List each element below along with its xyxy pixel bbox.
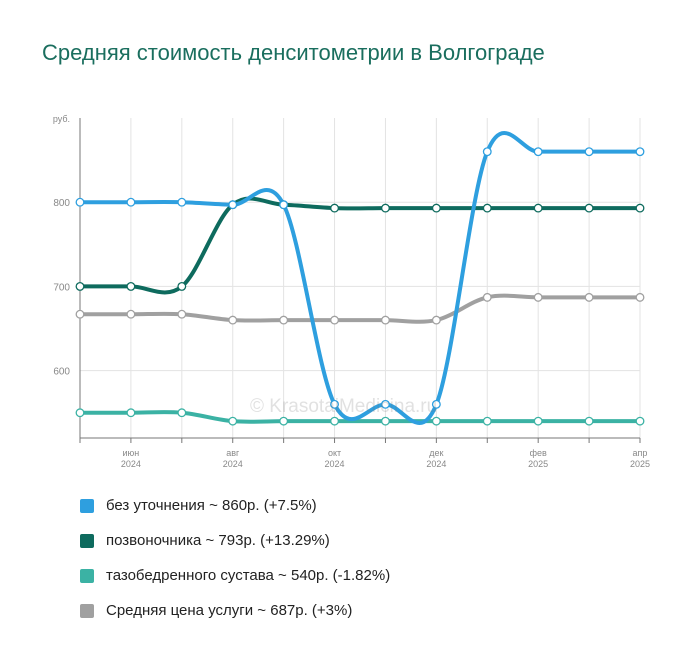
series-lines (78, 131, 642, 425)
series-line-1 (78, 196, 642, 295)
data-point-0 (330, 399, 339, 409)
data-point-2 (330, 416, 339, 426)
x-tick-label: авг 2024 (223, 448, 243, 469)
data-point-3 (431, 315, 441, 325)
legend-item-3[interactable]: Средняя цена услуги ~ 687р. (+3%) (80, 593, 390, 628)
legend-label: тазобедренного сустава ~ 540р. (-1.82%) (106, 567, 391, 584)
legend: без уточнения ~ 860р. (+7.5%) позвоночни… (80, 488, 390, 628)
legend-swatch (80, 603, 94, 618)
series-line-3 (78, 293, 642, 324)
legend-item-2[interactable]: тазобедренного сустава ~ 540р. (-1.82%) (80, 558, 390, 593)
x-tick-label: окт 2024 (325, 448, 345, 469)
data-point-3 (126, 309, 136, 319)
line-chart: 600 700 800 руб. июн 2024 авг 2024 окт 2024 дек 202… (53, 114, 650, 469)
legend-label: позвоночника ~ 793р. (+13.29%) (106, 532, 330, 549)
data-point-0 (279, 200, 289, 210)
data-point-2 (126, 408, 136, 418)
data-point-1 (177, 281, 187, 291)
data-point-3 (177, 309, 187, 319)
watermark: © KrasotaiMedicina.ru (250, 396, 438, 417)
x-tick-label: июн 2024 (121, 448, 141, 469)
data-point-2 (635, 416, 645, 426)
series-line-0 (78, 131, 642, 425)
data-point-1 (584, 203, 594, 213)
data-point-0 (482, 147, 492, 157)
legend-label: Средняя цена услуги ~ 687р. (+3%) (106, 602, 353, 619)
data-point-2 (228, 416, 238, 426)
data-point-0 (381, 399, 390, 409)
data-point-3 (279, 315, 289, 325)
data-point-1 (381, 203, 390, 213)
data-point-2 (381, 416, 390, 426)
legend-swatch (80, 498, 94, 513)
grid (79, 118, 641, 438)
data-point-1 (126, 281, 136, 291)
data-point-2 (279, 416, 289, 426)
data-point-1 (431, 203, 441, 213)
data-point-3 (381, 315, 390, 325)
data-point-0 (177, 197, 187, 207)
data-point-2 (482, 416, 492, 426)
data-point-0 (228, 200, 238, 210)
legend-swatch (80, 533, 94, 548)
chart-title: Средняя стоимость денситометрии в Волгог… (42, 40, 545, 65)
legend-swatch (80, 568, 94, 583)
legend-label: без уточнения ~ 860р. (+7.5%) (106, 497, 317, 514)
x-tick-label: дек 2024 (426, 448, 446, 469)
x-tick-label: апр 2025 (630, 448, 650, 469)
data-point-0 (584, 147, 594, 157)
data-point-3 (533, 292, 543, 302)
data-point-3 (482, 292, 492, 302)
axes: 600 700 800 руб. июн 2024 авг 2024 окт 2024 дек 202… (53, 114, 650, 469)
data-point-1 (533, 203, 543, 213)
data-point-3 (330, 315, 339, 325)
data-point-3 (75, 309, 85, 319)
legend-item-0[interactable]: без уточнения ~ 860р. (+7.5%) (80, 488, 390, 523)
y-unit-label: руб. (53, 114, 70, 124)
legend-item-1[interactable]: позвоночника ~ 793р. (+13.29%) (80, 523, 390, 558)
data-point-0 (75, 197, 85, 207)
data-point-2 (177, 408, 187, 418)
data-point-0 (431, 399, 441, 409)
data-point-0 (126, 197, 136, 207)
data-point-1 (75, 281, 85, 291)
y-tick-label: 700 (53, 282, 70, 293)
data-point-3 (228, 315, 238, 325)
data-point-3 (635, 292, 645, 302)
data-point-1 (482, 203, 492, 213)
y-tick-label: 600 (53, 367, 70, 378)
data-point-0 (533, 147, 543, 157)
data-point-0 (635, 147, 645, 157)
data-point-2 (431, 416, 441, 426)
data-point-2 (584, 416, 594, 426)
data-points (75, 147, 645, 426)
y-tick-label: 800 (53, 198, 70, 209)
data-point-1 (330, 203, 339, 213)
data-point-3 (584, 292, 594, 302)
data-point-1 (635, 203, 645, 213)
data-point-2 (533, 416, 543, 426)
data-point-2 (75, 408, 85, 418)
x-tick-label: фев 2025 (528, 448, 548, 469)
